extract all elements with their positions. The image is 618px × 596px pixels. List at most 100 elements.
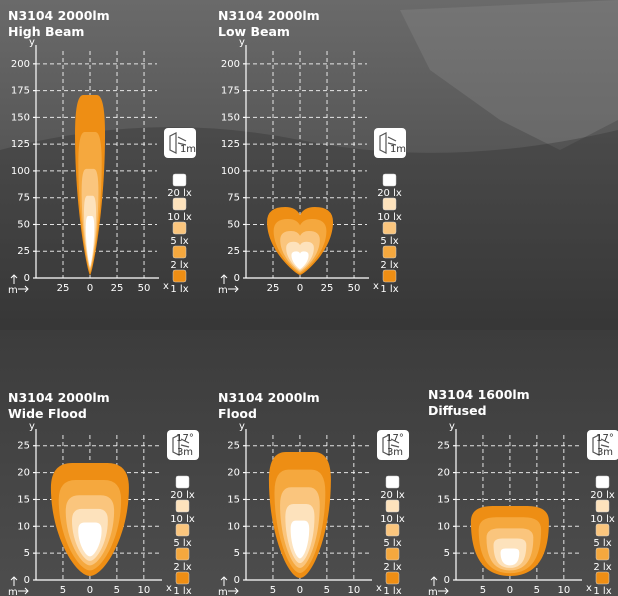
icon-label: 3m bbox=[597, 447, 613, 458]
y-tick-label: 50 bbox=[17, 219, 30, 230]
x-tick-label: 25 bbox=[267, 283, 280, 294]
x-tick-label: 5 bbox=[324, 585, 330, 596]
x-axis-label: x bbox=[166, 583, 172, 594]
y-tick-label: 0 bbox=[444, 575, 450, 586]
legend-label: 10 lx bbox=[167, 212, 192, 223]
legend-swatch bbox=[595, 547, 610, 561]
legend-label: 20 lx bbox=[590, 490, 615, 501]
y-tick-label: 25 bbox=[227, 441, 240, 452]
y-tick-label: 20 bbox=[17, 468, 30, 479]
y-tick-label: 0 bbox=[234, 575, 240, 586]
icon-label: 1m bbox=[390, 144, 406, 155]
x-tick-label: 50 bbox=[348, 283, 361, 294]
unit-arrow bbox=[10, 576, 18, 586]
unit-label: m bbox=[428, 587, 438, 596]
panel-title: N3104 2000lm bbox=[218, 390, 320, 405]
beam-contour bbox=[290, 520, 310, 559]
unit-label: m bbox=[218, 587, 228, 596]
y-tick-label: 10 bbox=[227, 521, 240, 532]
legend-swatch bbox=[172, 197, 187, 211]
panel-title: N3104 2000lm bbox=[8, 8, 110, 23]
legend-label: 2 lx bbox=[170, 260, 188, 271]
y-tick-label: 125 bbox=[221, 139, 240, 150]
legend-swatch bbox=[595, 475, 610, 489]
icon-label: 3m bbox=[177, 447, 193, 458]
y-tick-label: 15 bbox=[17, 494, 30, 505]
mount-icon-glyph bbox=[592, 434, 610, 456]
y-tick-label: 150 bbox=[11, 112, 30, 123]
legend-label: 20 lx bbox=[170, 490, 195, 501]
y-tick-label: 100 bbox=[221, 166, 240, 177]
legend-label: 1 lx bbox=[173, 586, 191, 596]
legend-label: 2 lx bbox=[173, 562, 191, 573]
y-axis-label: y bbox=[239, 37, 245, 48]
legend-swatch bbox=[382, 245, 397, 259]
legend-swatch bbox=[595, 499, 610, 513]
icon-label: 1m bbox=[180, 144, 196, 155]
mount-icon-glyph bbox=[382, 434, 400, 456]
legend-label: 20 lx bbox=[380, 490, 405, 501]
x-tick-label: 0 bbox=[297, 585, 303, 596]
icon-label: 17° bbox=[596, 433, 614, 444]
y-tick-label: 200 bbox=[221, 59, 240, 70]
y-tick-label: 15 bbox=[437, 494, 450, 505]
icon-label: 17° bbox=[176, 433, 194, 444]
x-tick-label: 5 bbox=[534, 585, 540, 596]
legend-swatch bbox=[382, 269, 397, 283]
legend-label: 1 lx bbox=[380, 284, 398, 295]
x-axis-label: x bbox=[586, 583, 592, 594]
x-tick-label: 5 bbox=[480, 585, 486, 596]
x-tick-label: 25 bbox=[321, 283, 334, 294]
y-tick-label: 50 bbox=[227, 219, 240, 230]
legend-swatch bbox=[175, 571, 190, 585]
legend-label: 20 lx bbox=[377, 188, 402, 199]
x-tick-label: 5 bbox=[60, 585, 66, 596]
unit-arrow bbox=[228, 285, 239, 293]
x-tick-label: 0 bbox=[87, 283, 93, 294]
y-tick-label: 20 bbox=[437, 468, 450, 479]
legend-swatch bbox=[172, 173, 187, 187]
legend-label: 5 lx bbox=[170, 236, 188, 247]
panel-subtitle: Low Beam bbox=[218, 24, 290, 39]
y-tick-label: 0 bbox=[234, 273, 240, 284]
x-tick-label: 0 bbox=[507, 585, 513, 596]
legend-swatch bbox=[385, 499, 400, 513]
y-tick-label: 100 bbox=[11, 166, 30, 177]
panel-subtitle: Flood bbox=[218, 406, 257, 421]
x-tick-label: 25 bbox=[111, 283, 124, 294]
panel-subtitle: Diffused bbox=[428, 403, 487, 418]
legend-label: 1 lx bbox=[593, 586, 611, 596]
legend-label: 10 lx bbox=[380, 514, 405, 525]
panel-subtitle: Wide Flood bbox=[8, 406, 87, 421]
unit-arrow bbox=[18, 285, 29, 293]
y-tick-label: 175 bbox=[221, 86, 240, 97]
x-tick-label: 0 bbox=[87, 585, 93, 596]
mount-icon-glyph bbox=[379, 132, 397, 154]
y-tick-label: 0 bbox=[24, 273, 30, 284]
legend-swatch bbox=[595, 523, 610, 537]
icon-label: 17° bbox=[386, 433, 404, 444]
x-tick-label: 0 bbox=[297, 283, 303, 294]
unit-arrow bbox=[10, 274, 18, 284]
x-tick-label: 25 bbox=[57, 283, 70, 294]
y-axis-label: y bbox=[29, 37, 35, 48]
legend-label: 5 lx bbox=[380, 236, 398, 247]
panel-title: N3104 1600lm bbox=[428, 387, 530, 402]
x-tick-label: 10 bbox=[347, 585, 360, 596]
y-tick-label: 175 bbox=[11, 86, 30, 97]
x-tick-label: 5 bbox=[270, 585, 276, 596]
unit-arrow bbox=[18, 587, 29, 595]
legend-swatch bbox=[385, 475, 400, 489]
unit-label: m bbox=[8, 587, 18, 596]
legend-swatch bbox=[595, 571, 610, 585]
legend-swatch bbox=[385, 523, 400, 537]
legend-label: 20 lx bbox=[167, 188, 192, 199]
y-axis-label: y bbox=[239, 421, 245, 432]
legend-swatch bbox=[175, 499, 190, 513]
unit-arrow bbox=[220, 576, 228, 586]
icon-label: 3m bbox=[387, 447, 403, 458]
y-tick-label: 25 bbox=[17, 246, 30, 257]
